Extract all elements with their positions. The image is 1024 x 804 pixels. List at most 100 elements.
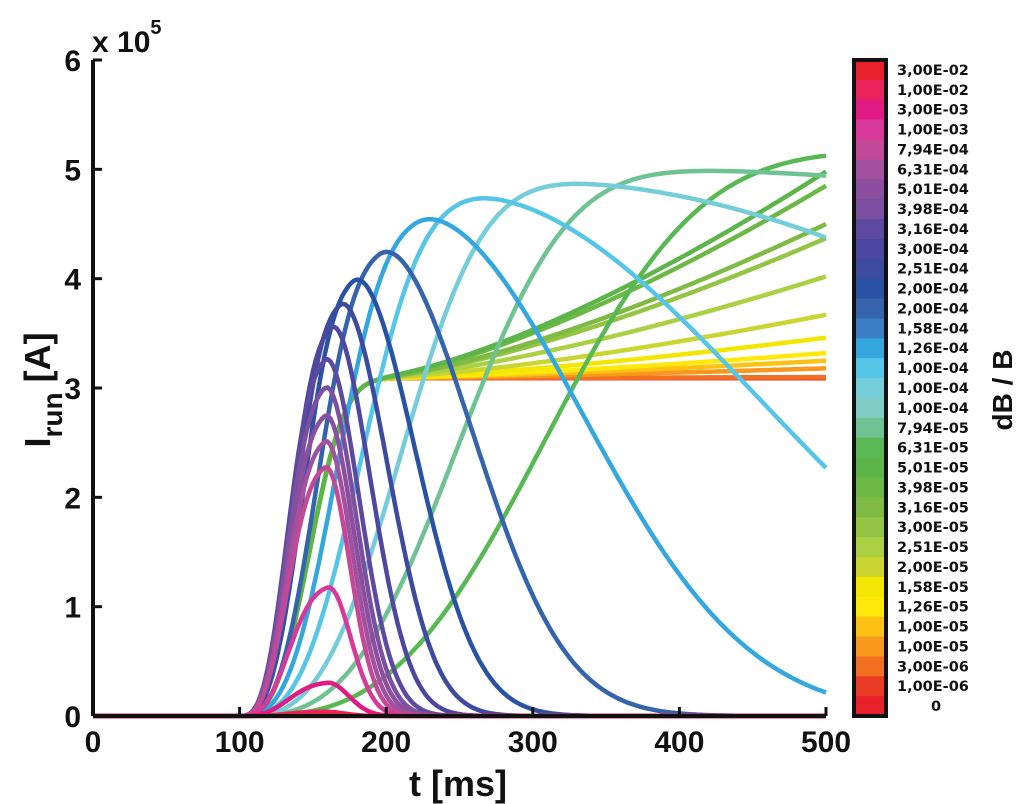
series-line xyxy=(93,183,828,719)
y-tick-label: 1 xyxy=(64,592,81,625)
colorbar-swatch xyxy=(854,596,886,618)
colorbar-label: 1,00E-03 xyxy=(897,123,969,139)
colorbar-swatch xyxy=(854,397,886,419)
svg-text:Irun [A]: Irun [A] xyxy=(17,332,68,447)
y-tick-label: 4 xyxy=(64,264,81,297)
colorbar-label: 5,01E-05 xyxy=(897,461,969,477)
colorbar-label: 3,00E-06 xyxy=(897,659,969,675)
y-tick-label: 5 xyxy=(64,154,81,187)
x-tick-labels: 0 100 200 300 400 500 xyxy=(85,707,851,759)
series-line xyxy=(93,277,826,719)
curve-group xyxy=(93,153,828,719)
series-line xyxy=(93,350,827,719)
colorbar-label: 3,00E-03 xyxy=(897,103,969,119)
colorbar-swatch xyxy=(854,636,886,657)
colorbar-label: 2,00E-04 xyxy=(897,302,969,318)
y-tick-label: 3 xyxy=(64,373,81,406)
colorbar-swatch xyxy=(854,119,886,141)
colorbar-label: 5,01E-04 xyxy=(897,182,969,198)
series-line xyxy=(93,181,827,719)
colorbar-swatch xyxy=(854,159,886,180)
colorbar-swatch xyxy=(854,79,886,101)
colorbar-swatch xyxy=(854,358,886,379)
colorbar-label: 1,00E-04 xyxy=(897,361,969,377)
colorbar-label: 2,51E-05 xyxy=(897,540,969,556)
series-line xyxy=(93,358,827,719)
colorbar-label: 1,00E-05 xyxy=(897,639,969,655)
colorbar-label: 7,94E-04 xyxy=(897,143,969,159)
colorbar-label: 1,00E-06 xyxy=(897,679,969,695)
colorbar-swatch xyxy=(854,278,886,300)
y-axis-label: Irun [A] xyxy=(17,332,68,447)
colorbar-swatch xyxy=(854,477,886,498)
colorbar-swatch xyxy=(854,298,886,320)
colorbar-label: 1,00E-04 xyxy=(897,381,969,397)
colorbar-swatch xyxy=(854,437,886,459)
x-tick-label: 300 xyxy=(508,726,558,759)
colorbar-swatch xyxy=(854,537,886,558)
colorbar-title: dB / B xyxy=(987,350,1018,431)
series-line xyxy=(93,413,826,719)
colorbar-swatch xyxy=(854,139,886,160)
colorbar-swatch xyxy=(854,199,886,220)
colorbar-label: 1,26E-05 xyxy=(897,600,969,616)
colorbar-label: 7,94E-05 xyxy=(897,421,969,437)
colorbar-swatch xyxy=(854,238,886,260)
series-line xyxy=(93,168,827,719)
series-line xyxy=(93,375,826,719)
colorbar-swatch xyxy=(854,60,886,81)
colorbar-label: 3,00E-04 xyxy=(897,242,969,258)
colorbar-swatch xyxy=(854,556,886,578)
colorbar-frame xyxy=(852,58,888,718)
colorbar-label: 1,00E-04 xyxy=(897,401,969,417)
colorbar-swatch xyxy=(854,179,886,200)
series-line xyxy=(93,356,826,719)
colorbar-label: 1,58E-04 xyxy=(897,321,969,337)
colorbar-swatch xyxy=(854,99,886,121)
colorbar-label: 2,51E-04 xyxy=(897,262,969,278)
colorbar-label: 2,00E-04 xyxy=(897,282,969,298)
colorbar-label: 3,98E-05 xyxy=(897,480,969,496)
colorbar-swatch xyxy=(854,676,886,697)
colorbar-swatch xyxy=(854,258,886,280)
series-line xyxy=(93,221,827,719)
y-tick-label: 6 xyxy=(64,45,81,78)
colorbar-label: 3,16E-04 xyxy=(897,222,969,238)
colorbar-swatch xyxy=(854,318,886,339)
colorbar-label: 2,00E-05 xyxy=(897,560,969,576)
y-multiplier: x 105 xyxy=(92,17,162,59)
colorbar-label: 1,00E-05 xyxy=(897,620,969,636)
colorbar-label: 3,00E-02 xyxy=(897,63,969,79)
y-tick-label: 0 xyxy=(64,701,81,734)
colorbar-label: 6,31E-05 xyxy=(897,441,969,457)
x-tick-label: 200 xyxy=(361,726,411,759)
series-line xyxy=(93,324,826,719)
y-tick-label: 2 xyxy=(64,482,81,515)
colorbar-label: 1,00E-02 xyxy=(897,83,969,99)
x-tick-label: 0 xyxy=(85,726,102,759)
colorbar-label: 3,16E-05 xyxy=(897,500,969,516)
colorbar-swatch xyxy=(854,576,886,598)
colorbar-swatch xyxy=(854,457,886,479)
series-line xyxy=(93,366,827,719)
colorbar-label: 1,26E-04 xyxy=(897,341,969,357)
colorbar-swatch xyxy=(854,378,886,399)
colorbar xyxy=(852,58,888,718)
x-tick-label: 400 xyxy=(654,726,704,759)
colorbar-swatch xyxy=(854,656,886,677)
colorbar-swatch xyxy=(854,338,886,359)
colorbar-swatch xyxy=(854,696,886,717)
series-line xyxy=(93,439,826,719)
colorbar-swatch xyxy=(854,616,886,638)
series-line xyxy=(93,249,826,719)
colorbar-swatch xyxy=(854,497,886,518)
colorbar-swatch xyxy=(854,517,886,538)
x-tick-label: 500 xyxy=(801,726,851,759)
colorbar-label: 3,00E-05 xyxy=(897,520,969,536)
y-tick-labels: 0 1 2 3 4 5 6 xyxy=(64,45,102,734)
x-tick-label: 100 xyxy=(215,726,265,759)
colorbar-swatch xyxy=(854,219,886,240)
series-line xyxy=(93,374,826,719)
colorbar-label: 1,58E-05 xyxy=(897,580,969,596)
